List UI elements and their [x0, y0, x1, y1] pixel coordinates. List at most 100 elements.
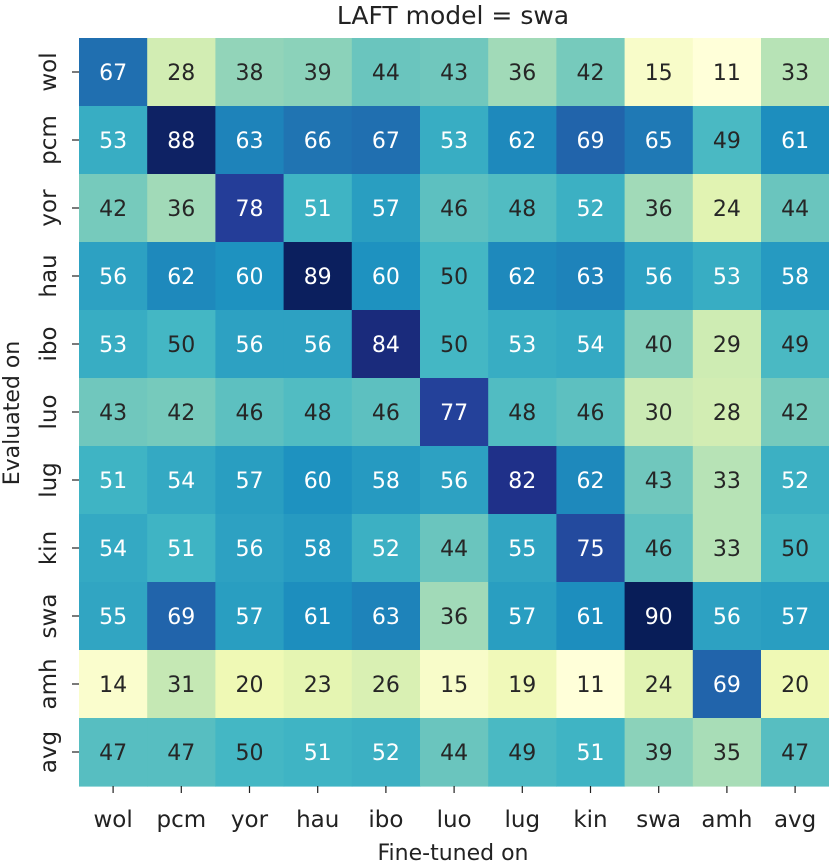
cell-value-label: 42 [167, 401, 195, 426]
heatmap-cell [215, 582, 285, 651]
y-tick-label: luo [36, 394, 62, 429]
heatmap-cell [283, 242, 353, 311]
cell-value-label: 56 [304, 333, 332, 358]
cell-value-label: 62 [508, 265, 536, 290]
heatmap-cell [488, 718, 557, 787]
cell-value-label: 55 [508, 537, 536, 562]
heatmap-cell [488, 446, 557, 515]
cell-value-label: 15 [645, 61, 673, 86]
heatmap-cell [488, 242, 557, 311]
cell-value-label: 43 [440, 61, 468, 86]
heatmap-cell [488, 106, 557, 175]
x-tick-label: swa [636, 807, 681, 833]
heatmap-cell [692, 378, 762, 447]
heatmap-cell [624, 378, 694, 447]
cell-value-label: 44 [440, 537, 468, 562]
heatmap-cell [351, 378, 421, 447]
cell-value-label: 54 [577, 333, 605, 358]
cell-value-label: 14 [99, 673, 127, 698]
cell-value-label: 57 [372, 197, 400, 222]
y-tick-label: amh [36, 658, 62, 709]
cell-value-label: 43 [99, 401, 127, 426]
heatmap-cell [420, 174, 489, 243]
cell-value-label: 58 [781, 265, 809, 290]
cell-value-label: 58 [304, 537, 332, 562]
heatmap-cell [556, 378, 626, 447]
heatmap-cell [79, 446, 148, 515]
heatmap-cell [556, 38, 626, 107]
heatmap-cell [147, 310, 216, 379]
heatmap-cell [761, 378, 829, 447]
heatmap-cell [624, 106, 694, 175]
heatmap-cell [147, 378, 216, 447]
x-tick-label: yor [231, 807, 269, 833]
cell-value-label: 20 [236, 673, 264, 698]
heatmap-cell [215, 242, 285, 311]
heatmap-cell [488, 582, 557, 651]
cell-value-label: 46 [577, 401, 605, 426]
heatmap-cell [624, 242, 694, 311]
heatmap-cell [692, 38, 762, 107]
heatmap-cell [283, 650, 353, 719]
cell-value-label: 61 [304, 605, 332, 630]
heatmap-cell [420, 514, 489, 583]
cell-value-label: 44 [440, 741, 468, 766]
cell-value-label: 62 [167, 265, 195, 290]
heatmap-cell [215, 38, 285, 107]
cell-value-label: 50 [167, 333, 195, 358]
x-tick-label: amh [701, 807, 752, 833]
cell-value-label: 52 [577, 197, 605, 222]
cell-value-label: 65 [645, 129, 673, 154]
heatmap-cell [215, 378, 285, 447]
heatmap-cell [79, 378, 148, 447]
heatmap-cell [215, 106, 285, 175]
heatmap-cell [283, 514, 353, 583]
heatmap-cell [556, 718, 626, 787]
cell-value-label: 19 [508, 673, 536, 698]
x-tick-label: lug [505, 807, 541, 833]
cell-value-label: 47 [167, 741, 195, 766]
heatmap-cell [556, 310, 626, 379]
heatmap-cell [488, 38, 557, 107]
x-tick-label: kin [573, 807, 607, 833]
x-axis-label: Fine-tuned on [378, 841, 529, 866]
cell-value-label: 69 [577, 129, 605, 154]
cell-value-label: 23 [304, 673, 332, 698]
cell-value-label: 84 [372, 333, 400, 358]
cell-value-label: 56 [645, 265, 673, 290]
heatmap-cell [692, 106, 762, 175]
heatmap-cell [761, 582, 829, 651]
cell-value-label: 39 [304, 61, 332, 86]
heatmap-cell [556, 174, 626, 243]
heatmap-cell [215, 174, 285, 243]
heatmap-cell [761, 650, 829, 719]
heatmap-cell [351, 446, 421, 515]
x-tick-label: hau [296, 807, 339, 833]
heatmap-cell [351, 514, 421, 583]
cell-value-label: 46 [645, 537, 673, 562]
cell-value-label: 33 [713, 469, 741, 494]
heatmap-cell [556, 650, 626, 719]
heatmap-cell [761, 106, 829, 175]
heatmap-cell [215, 310, 285, 379]
heatmap-cell [692, 174, 762, 243]
cell-value-label: 63 [372, 605, 400, 630]
heatmap-cell [147, 718, 216, 787]
heatmap-cell [624, 310, 694, 379]
cell-value-label: 11 [713, 61, 741, 86]
cell-value-label: 67 [372, 129, 400, 154]
cell-value-label: 51 [99, 469, 127, 494]
heatmap-cell [488, 514, 557, 583]
cell-value-label: 77 [440, 401, 468, 426]
heatmap-cell [692, 650, 762, 719]
cell-value-label: 57 [508, 605, 536, 630]
cell-value-label: 44 [781, 197, 809, 222]
x-tick-label: wol [93, 807, 132, 833]
cell-value-label: 82 [508, 469, 536, 494]
heatmap-cell [420, 582, 489, 651]
heatmap-cell [488, 650, 557, 719]
heatmap-cell [147, 446, 216, 515]
cell-value-label: 52 [372, 741, 400, 766]
heatmap-cell [420, 650, 489, 719]
